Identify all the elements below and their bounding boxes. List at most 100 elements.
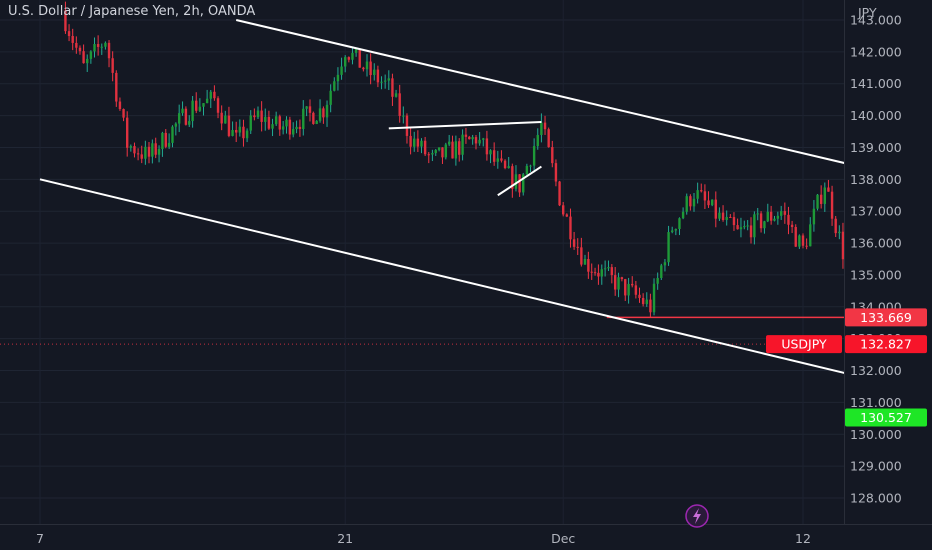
symbol-badge-label: USDJPY (781, 337, 827, 352)
symbol-badge (766, 335, 842, 354)
candle-body (507, 166, 510, 169)
price-badge-label: 130.527 (860, 410, 912, 425)
y-tick-label: 135.000 (850, 267, 902, 282)
candle-body (753, 214, 756, 238)
candle-body (849, 252, 851, 263)
candle-body (885, 197, 887, 198)
candle-body (525, 165, 529, 175)
candle-body (547, 129, 550, 148)
y-tick-label: 143.000 (850, 13, 902, 28)
candle-body (461, 134, 464, 155)
candle-body (136, 153, 140, 155)
candle-body (416, 138, 420, 147)
candle-body (140, 154, 143, 159)
candle-body (202, 103, 205, 107)
candle-body (164, 132, 167, 147)
candle-body (93, 44, 96, 52)
y-tick-label: 132.000 (850, 363, 902, 378)
candle-body (853, 251, 855, 252)
candle-body (746, 225, 749, 227)
candle-body (580, 247, 583, 265)
grid (0, 0, 932, 525)
trendline (388, 120, 542, 130)
candle-body (871, 226, 873, 227)
candle-body (144, 146, 147, 159)
candle-body (710, 199, 714, 206)
candle-body (923, 190, 925, 198)
trendline (39, 178, 844, 374)
candle-body (496, 158, 499, 162)
candle-body (587, 259, 590, 272)
candle-body (111, 58, 114, 73)
candle-body (413, 138, 416, 147)
candle-body (464, 134, 468, 137)
candle-body (405, 115, 409, 136)
candle-body (308, 106, 312, 113)
candle-body (451, 141, 454, 159)
candle-body (394, 93, 398, 97)
candle-body (624, 279, 627, 296)
candle-body (485, 138, 489, 155)
candle-body (522, 174, 525, 193)
candle-body (264, 116, 267, 122)
candle-body (766, 211, 769, 222)
candle-body (224, 115, 227, 124)
candle-body (565, 214, 569, 217)
candle-body (195, 100, 198, 111)
candle-body (157, 149, 161, 155)
candle-body (380, 81, 383, 83)
candle-body (634, 285, 638, 295)
candle-body (347, 57, 351, 60)
candle-body (205, 98, 209, 104)
candle-body (780, 211, 783, 216)
x-tick-label: Dec (551, 531, 575, 546)
candle-body (652, 283, 656, 313)
tradingview-logo-icon[interactable] (685, 504, 709, 528)
candle-body (532, 146, 536, 166)
candle-body (729, 216, 732, 218)
candle-body (171, 126, 174, 143)
y-tick-label: 130.000 (850, 427, 902, 442)
candle-body (147, 146, 151, 157)
candle-body (104, 42, 107, 47)
candle-body (126, 117, 129, 148)
candle-body (444, 144, 448, 158)
candle-body (569, 216, 572, 240)
trendline (497, 165, 542, 197)
y-tick-label: 129.000 (850, 459, 902, 474)
candle-body (798, 235, 801, 247)
candle-body (220, 112, 223, 124)
candle-body (707, 200, 710, 206)
candle-body (402, 115, 405, 117)
chart-title: U.S. Dollar / Japanese Yen, 2h, OANDA (8, 4, 256, 19)
candle-body (718, 212, 721, 219)
candle-body (354, 48, 358, 53)
candle-body (315, 120, 318, 124)
candle-body (597, 272, 600, 277)
candle-body (191, 100, 194, 122)
candle-body (161, 132, 164, 150)
candle-body (216, 98, 220, 113)
candle-body (67, 31, 71, 37)
candle-body (543, 122, 547, 130)
candle-body (600, 269, 603, 277)
price-axis[interactable]: 128.000129.000130.000131.000132.000133.0… (850, 5, 902, 506)
candle-body (776, 215, 780, 219)
candle-body (64, 10, 67, 32)
candle-body (318, 108, 322, 121)
candle-body (198, 106, 202, 111)
trendline (235, 19, 844, 164)
candle-body (500, 158, 503, 161)
candle-body (790, 224, 794, 228)
candle-body (423, 140, 427, 155)
candle-body (174, 123, 178, 127)
time-axis[interactable]: 721Dec12202023 (36, 531, 932, 546)
candle-body (794, 227, 797, 247)
price-badge-label: 133.669 (860, 310, 912, 325)
candle-body (253, 115, 256, 118)
y-tick-label: 139.000 (850, 140, 902, 155)
candle-body (369, 61, 372, 76)
y-tick-label: 142.000 (850, 44, 902, 59)
